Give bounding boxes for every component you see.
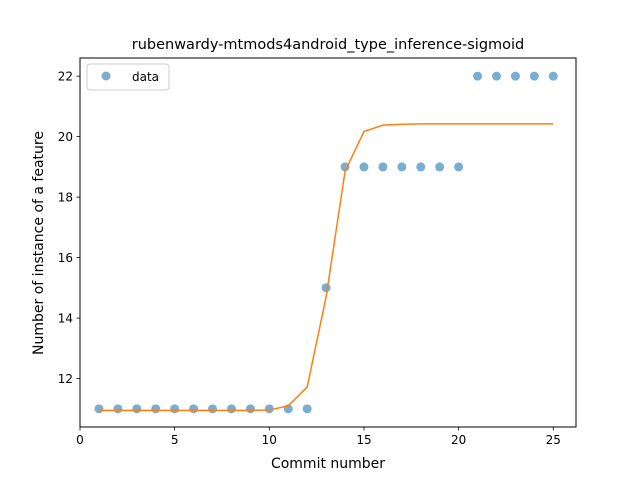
data-point [473, 71, 483, 81]
y-tick-label: 22 [58, 70, 73, 84]
axes-frame [79, 57, 577, 428]
legend: data [86, 63, 170, 91]
data-point [226, 404, 236, 414]
data-point [378, 162, 388, 172]
data-point [416, 162, 426, 172]
data-point [151, 404, 161, 414]
data-point [510, 71, 520, 81]
legend-marker [101, 71, 111, 81]
plot-area [94, 71, 558, 414]
y-tick-label: 20 [58, 130, 73, 144]
y-tick-label: 14 [58, 312, 73, 326]
data-point [113, 404, 123, 414]
x-tick-label: 5 [171, 433, 179, 447]
legend-label-data: data [132, 70, 159, 84]
legend-box [86, 63, 170, 91]
data-point [94, 404, 104, 414]
x-tick-label: 20 [451, 433, 466, 447]
data-point [245, 404, 255, 414]
x-tick-label: 10 [262, 433, 277, 447]
data-point [340, 162, 350, 172]
x-tick-label: 0 [76, 433, 84, 447]
data-point [189, 404, 199, 414]
fit-line [98, 123, 554, 412]
y-tick-label: 16 [58, 251, 73, 265]
x-axis-label: Commit number [271, 456, 385, 472]
data-point [359, 162, 369, 172]
data-point [302, 404, 312, 414]
x-tick-label: 15 [356, 433, 371, 447]
y-tick-label: 12 [58, 372, 73, 386]
data-point [435, 162, 445, 172]
y-tick-label: 18 [58, 191, 73, 205]
x-tick-label: 25 [546, 433, 561, 447]
data-point [264, 404, 274, 414]
data-point [132, 404, 142, 414]
data-point [529, 71, 539, 81]
data-point [454, 162, 464, 172]
data-point [208, 404, 218, 414]
data-point [397, 162, 407, 172]
y-axis-label: Number of instance of a feature [31, 131, 47, 355]
data-point [321, 283, 331, 293]
data-point [170, 404, 180, 414]
data-point [548, 71, 558, 81]
data-point [491, 71, 501, 81]
x-axis: 0 5 10 15 20 25 [76, 427, 561, 447]
chart-title: rubenwardy-mtmods4android_type_inference… [132, 37, 525, 53]
y-axis: 12 14 16 18 20 22 [58, 70, 80, 386]
